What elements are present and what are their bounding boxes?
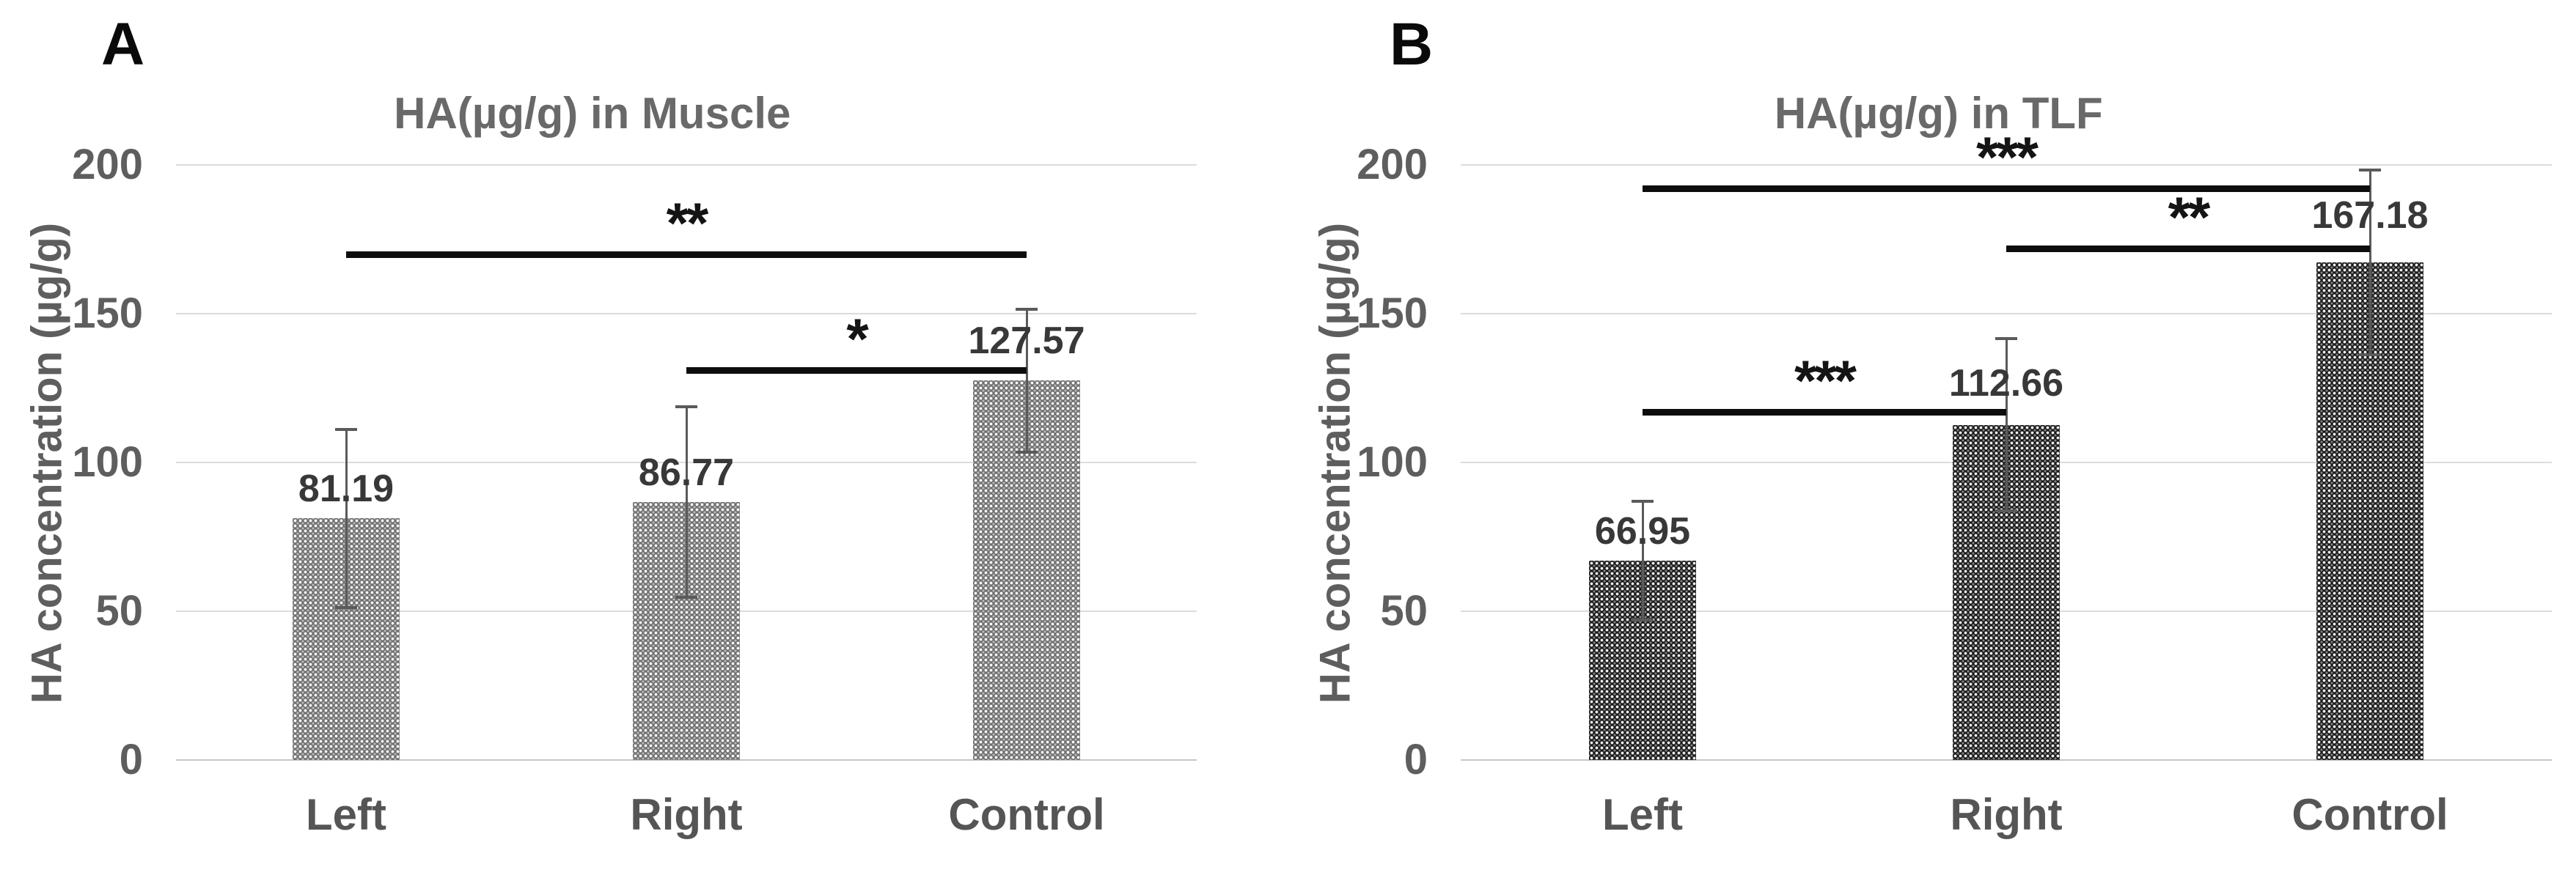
significance-stars: ** [666, 190, 709, 255]
error-bar-top-cap [1016, 307, 1038, 311]
error-bar-top-cap [1995, 336, 2017, 340]
error-bar-left [1641, 501, 1644, 621]
gridline [1461, 313, 2552, 314]
error-bar-right [685, 406, 688, 597]
error-bar-top-cap [335, 427, 357, 431]
error-bar-bottom-cap [675, 595, 697, 599]
error-bar-control [2368, 170, 2371, 355]
y-tick-label: 0 [1403, 736, 1428, 783]
significance-stars: *** [1975, 125, 2039, 190]
y-tick-label: 100 [72, 438, 143, 486]
error-bar-top-cap [675, 405, 697, 408]
chart-title-tlf: HA(µg/g) in TLF [1774, 89, 2103, 138]
error-bar-control [1025, 309, 1028, 452]
panel-label-a: A [101, 11, 145, 78]
significance-line [686, 367, 1027, 375]
error-bar-bottom-cap [1016, 450, 1038, 454]
error-bar-top-cap [2359, 169, 2381, 172]
y-tick-label: 50 [1380, 587, 1428, 635]
x-category-label-control: Control [948, 790, 1105, 839]
y-tick-label: 100 [1357, 438, 1428, 486]
y-tick-label: 150 [72, 289, 143, 337]
bar-control [973, 380, 1080, 760]
significance-stars: ** [2168, 184, 2211, 249]
error-bar-bottom-cap [2359, 353, 2381, 357]
bar-value-label: 167.18 [2311, 193, 2429, 237]
gridline [1461, 164, 2552, 166]
significance-line [1643, 408, 2006, 416]
gridline [1461, 759, 2552, 761]
bar-value-label: 81.19 [298, 468, 395, 511]
y-tick-label: 0 [119, 736, 143, 783]
error-bar-bottom-cap [1995, 509, 2017, 513]
x-category-label-left: Left [1602, 790, 1683, 839]
x-category-label-right: Right [630, 790, 743, 839]
significance-stars: * [846, 306, 868, 372]
x-category-label-right: Right [1950, 790, 2063, 839]
error-bar-bottom-cap [335, 606, 357, 610]
gridline [176, 759, 1197, 761]
error-bar-bottom-cap [1632, 619, 1654, 622]
y-tick-label: 200 [72, 141, 143, 188]
y-tick-label: 50 [95, 587, 143, 635]
error-bar-right [2005, 338, 2008, 512]
significance-stars: *** [1794, 347, 1857, 413]
error-bar-left [345, 429, 348, 608]
significance-line [346, 251, 1027, 258]
bar-value-label: 112.66 [1948, 362, 2064, 405]
x-category-label-control: Control [2291, 790, 2448, 839]
bar-value-label: 86.77 [638, 451, 735, 494]
significance-line [2006, 245, 2370, 252]
chart-title-muscle: HA(µg/g) in Muscle [394, 89, 791, 138]
panel-b-tlf-chart: B HA(µg/g) in TLF HA concentration (µg/g… [1288, 0, 2576, 878]
gridline [176, 313, 1197, 314]
y-tick-label: 150 [1357, 289, 1428, 337]
gridline [176, 164, 1197, 166]
panel-a-muscle-chart: A HA(µg/g) in Muscle HA concentration (µ… [23, 11, 1197, 839]
bar-value-label: 66.95 [1594, 510, 1691, 553]
x-category-label-left: Left [306, 790, 386, 839]
bar-value-label: 127.57 [968, 319, 1085, 362]
bar-right [1953, 424, 2060, 760]
error-bar-top-cap [1632, 499, 1654, 503]
panel-label-b: B [1390, 11, 1434, 78]
significance-line [1643, 185, 2370, 193]
y-tick-label: 200 [1357, 141, 1428, 188]
